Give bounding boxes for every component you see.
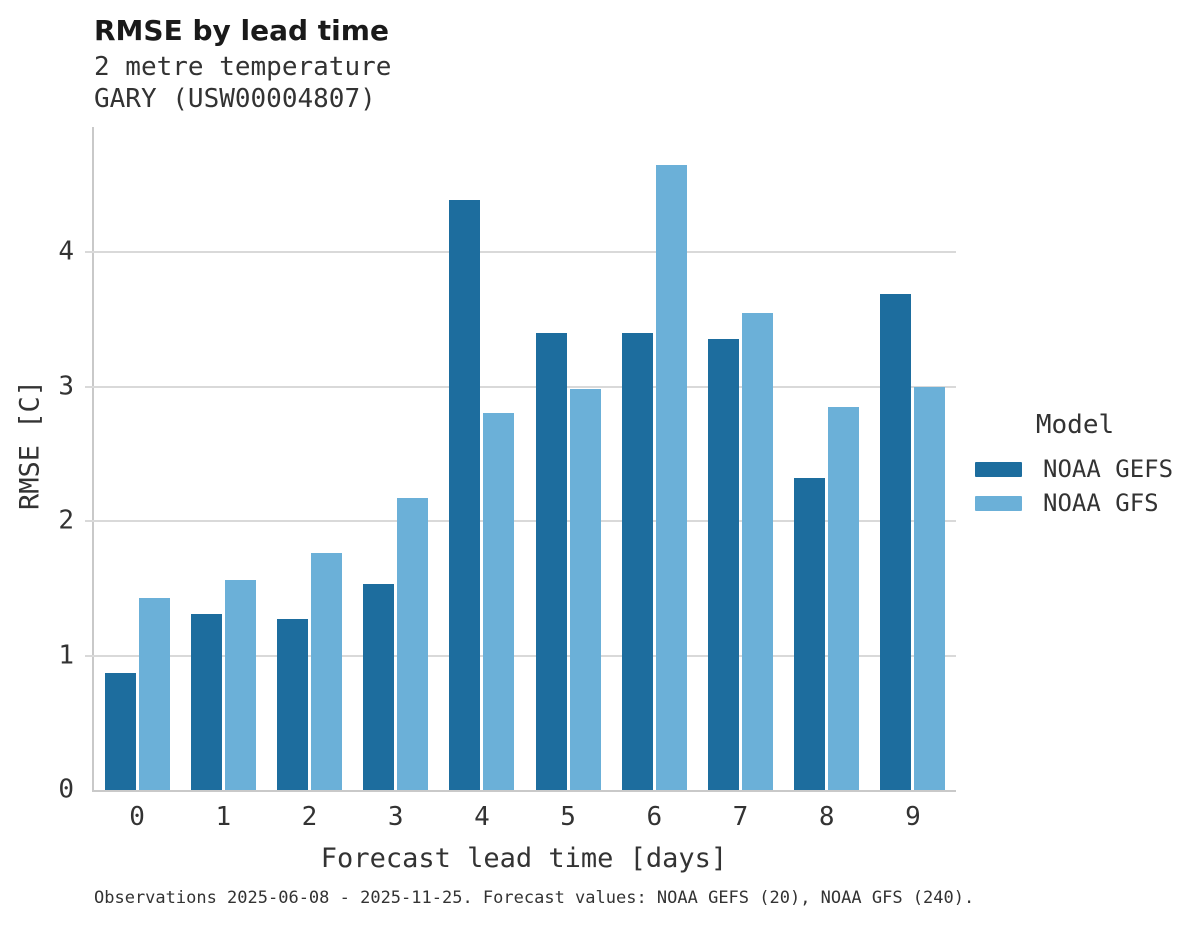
x-tick-label-9: 9 [905, 802, 921, 832]
gridline-y-1 [85, 654, 956, 657]
legend-entry-noaa-gfs: NOAA GFS [975, 486, 1175, 520]
bar-noaa-gefs-day-9 [880, 293, 912, 790]
legend-title: Model [1035, 410, 1115, 440]
caption-observations: Observations 2025-06-08 - 2025-11-25. Fo… [94, 888, 975, 908]
x-tick-label-6: 6 [646, 802, 663, 832]
bar-noaa-gfs-day-5 [569, 389, 601, 790]
bar-noaa-gefs-day-0 [104, 673, 136, 790]
bar-noaa-gfs-day-8 [828, 406, 860, 790]
plot-area: 0 1 2 3 4 0 1 2 3 4 5 6 7 8 9 [58, 127, 956, 832]
chart-title: RMSE by lead time [94, 14, 389, 47]
gridline-y-3 [85, 385, 956, 388]
legend-entry-noaa-gefs: NOAA GEFS [975, 452, 1175, 486]
bar-noaa-gefs-day-2 [277, 619, 308, 790]
bar-noaa-gfs-day-3 [397, 498, 429, 790]
bar-noaa-gfs-day-7 [742, 312, 773, 790]
gridline-y-2 [85, 520, 956, 523]
y-axis-title: RMSE [C] [14, 379, 46, 511]
gridline-y-4 [85, 251, 956, 254]
bar-noaa-gefs-day-5 [535, 332, 567, 790]
x-tick-label-4: 4 [474, 802, 490, 832]
x-tick-label-7: 7 [732, 802, 749, 832]
legend-label-noaa-gefs: NOAA GEFS [1043, 455, 1174, 483]
x-tick-label-2: 2 [301, 802, 318, 832]
x-tick-label-8: 8 [818, 802, 835, 832]
y-tick-label-0: 0 [58, 774, 74, 805]
bar-noaa-gfs-day-9 [914, 386, 946, 790]
bar-noaa-gefs-day-1 [190, 613, 222, 790]
x-axis-title: Forecast lead time [days] [320, 843, 728, 874]
x-tick-label-1: 1 [215, 802, 232, 832]
legend-label-noaa-gfs: NOAA GFS [1043, 489, 1159, 517]
bar-noaa-gefs-day-7 [708, 339, 739, 790]
chart-subtitle-station: GARY (USW00004807) [94, 84, 376, 114]
chart-subtitle-variable: 2 metre temperature [94, 52, 392, 82]
bar-noaa-gfs-day-2 [311, 553, 342, 790]
bar-noaa-gefs-day-6 [621, 332, 653, 790]
bar-noaa-gfs-day-4 [483, 413, 515, 790]
y-tick-label-1: 1 [58, 639, 74, 670]
y-tick-label-4: 4 [58, 236, 74, 267]
legend-swatch-noaa-gefs [975, 461, 1022, 477]
bar-noaa-gefs-day-3 [363, 584, 395, 790]
y-tick-label-2: 2 [58, 505, 74, 536]
bar-noaa-gfs-day-0 [138, 597, 170, 790]
legend: Model NOAA GEFS NOAA GFS [975, 410, 1175, 520]
bar-noaa-gfs-day-6 [655, 164, 687, 790]
bar-noaa-gfs-day-1 [224, 580, 256, 790]
bar-noaa-gefs-day-4 [449, 199, 481, 790]
bar-noaa-gefs-day-8 [794, 478, 826, 790]
x-tick-label-0: 0 [129, 802, 145, 832]
x-tick-label-3: 3 [387, 802, 404, 832]
legend-swatch-noaa-gfs [975, 495, 1022, 511]
y-tick-label-3: 3 [58, 370, 74, 401]
x-tick-label-5: 5 [560, 802, 576, 832]
